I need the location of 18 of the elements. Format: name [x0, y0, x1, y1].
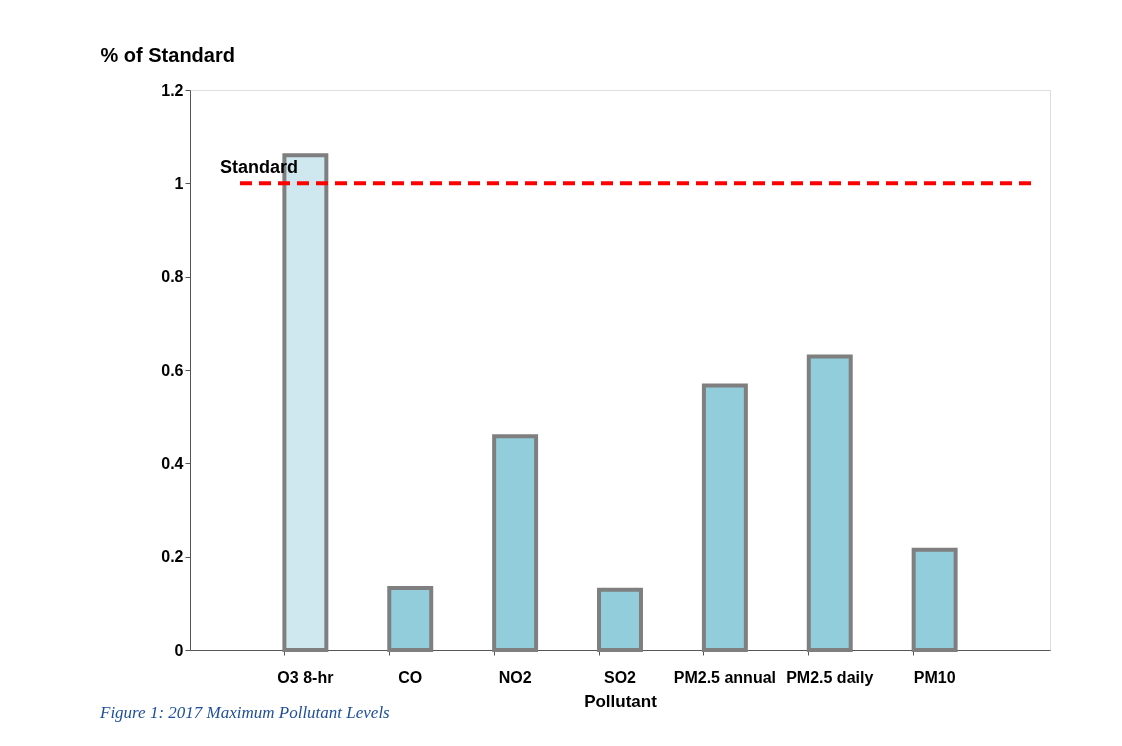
x-tick-label: PM2.5 annual	[673, 668, 776, 686]
x-tick-label: PM10	[913, 668, 956, 686]
x-tick-label: SO2	[603, 668, 637, 686]
x-tick-label: PM2.5 daily	[786, 668, 874, 686]
caption: Figure 1: 2017 Maximum Pollutant Levels	[99, 703, 391, 722]
y-tick-label: 0.6	[161, 361, 184, 379]
y-tick-label: 0.8	[161, 268, 184, 286]
ref-line-label: Standard	[220, 157, 299, 178]
y-tick-label: 1	[174, 174, 184, 192]
x-tick-label: CO	[398, 668, 423, 686]
y-tick-label: 0	[174, 641, 184, 659]
y-tick-label: 0.2	[161, 548, 184, 566]
y-axis-title: % of Standard	[100, 43, 235, 66]
x-axis-title: Pollutant	[584, 691, 658, 711]
x-tick-label: O3 8-hr	[277, 668, 334, 686]
y-tick-label: 0.4	[161, 454, 184, 472]
y-tick-label: 1.2	[161, 81, 184, 99]
x-tick-label: NO2	[498, 668, 532, 686]
